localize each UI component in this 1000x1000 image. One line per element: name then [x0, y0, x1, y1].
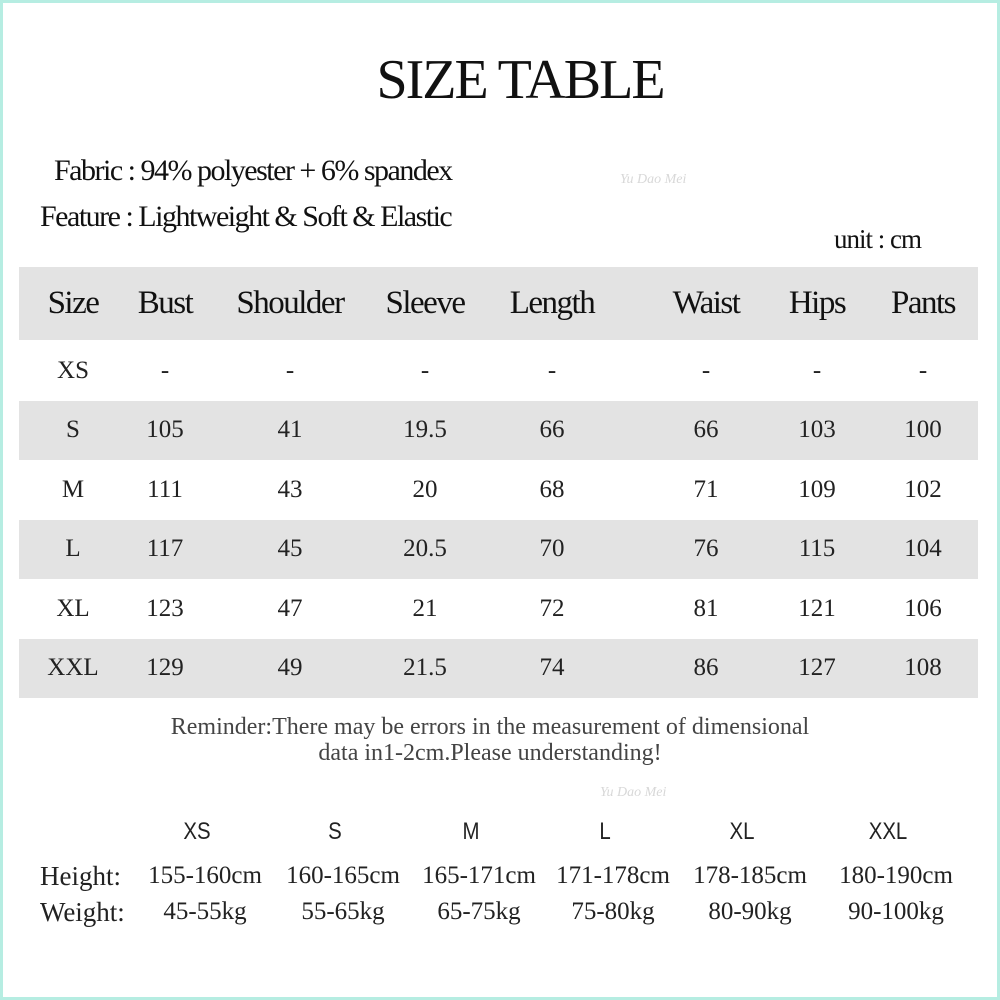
column-header: Hips [788, 285, 847, 321]
table-cell: XXL [47, 654, 99, 681]
page-title: SIZE TABLE [376, 49, 665, 111]
table-cell: 106 [904, 594, 942, 622]
table-cell: L [65, 535, 81, 562]
height-range: 155-160cm [148, 862, 262, 889]
table-cell: 72 [539, 594, 565, 622]
weight-range: 75-80kg [571, 898, 655, 925]
weight-label: Weight: [40, 897, 125, 927]
table-cell: - [812, 356, 822, 384]
table-cell: 68 [539, 475, 565, 503]
size-label: XXL [868, 818, 908, 845]
table-cell: - [285, 356, 295, 384]
column-header: Bust [137, 285, 194, 321]
table-cell: 71 [693, 475, 719, 503]
unit-label: unit : cm [834, 224, 922, 254]
size-label: XL [729, 818, 755, 845]
table-cell: 115 [798, 535, 836, 562]
table-row: XL 123 47 21 72 81 121 106 [19, 579, 978, 638]
table-cell: 86 [693, 654, 719, 681]
height-range: 160-165cm [286, 862, 400, 889]
table-row: M 111 43 20 68 71 109 102 [19, 460, 978, 519]
table-cell: - [701, 356, 711, 384]
column-header: Waist [672, 285, 741, 321]
weight-range: 90-100kg [848, 898, 944, 925]
table-cell: - [547, 356, 557, 384]
table-row: S 105 41 19.5 66 66 103 100 [19, 400, 978, 460]
table-cell: 123 [146, 594, 184, 622]
table-cell: - [420, 356, 430, 384]
table-cell: 49 [277, 654, 303, 681]
table-cell: 127 [798, 654, 836, 681]
size-label: XS [183, 818, 211, 845]
table-cell: 43 [277, 475, 303, 503]
table-cell: 41 [277, 416, 303, 443]
table-cell: 105 [146, 416, 184, 443]
table-cell: 102 [904, 475, 942, 503]
watermark: Yu Dao Mei [620, 172, 687, 187]
table-cell: XL [56, 594, 90, 622]
column-header: Length [509, 285, 596, 321]
size-label: S [328, 818, 342, 845]
table-cell: 81 [693, 594, 719, 622]
table-row: L 117 45 20.5 70 76 115 104 [19, 519, 978, 579]
table-cell: 20.5 [403, 535, 447, 562]
reminder-line-1: Reminder:There may be errors in the meas… [170, 714, 810, 740]
table-cell: 129 [146, 654, 184, 681]
table-cell: 76 [693, 535, 719, 562]
table-row: XXL 129 49 21.5 74 86 127 108 [19, 638, 978, 698]
height-range: 178-185cm [693, 862, 807, 889]
table-cell: 19.5 [403, 416, 447, 443]
weight-range: 45-55kg [163, 898, 247, 925]
table-cell: 74 [539, 654, 565, 681]
weight-range: 80-90kg [708, 898, 792, 925]
table-cell: 45 [277, 535, 303, 562]
table-cell: 66 [539, 416, 565, 443]
reminder-line-2: data in1-2cm.Please understanding! [318, 740, 662, 766]
table-cell: 121 [798, 594, 836, 622]
size-label: L [599, 818, 611, 845]
column-header: Sleeve [385, 285, 466, 321]
column-header: Pants [890, 285, 957, 321]
table-header-row: Size Bust Shoulder Sleeve Length Waist Hips Pan… [19, 267, 978, 340]
watermark: Yu Dao Mei [600, 785, 667, 800]
table-cell: 111 [147, 475, 183, 503]
table-cell: S [66, 416, 80, 443]
height-label: Height: [40, 861, 121, 891]
fabric-info: Fabric : 94% polyester + 6% spandex [54, 154, 453, 187]
height-range: 171-178cm [556, 862, 670, 889]
table-cell: 103 [798, 416, 836, 443]
table-cell: 66 [693, 416, 719, 443]
table-cell: 21.5 [403, 654, 447, 681]
reminder-note: Reminder:There may be errors in the meas… [0, 714, 980, 766]
table-cell: 47 [277, 594, 303, 622]
table-cell: 109 [798, 475, 836, 503]
table-cell: 70 [539, 535, 565, 562]
table-cell: 104 [904, 535, 942, 562]
table-cell: 20 [412, 475, 438, 503]
table-cell: 117 [146, 535, 184, 562]
column-header: Size [47, 285, 100, 321]
table-cell: - [160, 356, 170, 384]
height-range: 180-190cm [839, 862, 953, 889]
weight-range: 55-65kg [301, 898, 385, 925]
table-cell: - [918, 356, 928, 384]
size-label: M [462, 818, 480, 845]
feature-info: Feature : Lightweight & Soft & Elastic [40, 200, 453, 233]
table-cell: M [61, 475, 85, 503]
table-cell: 108 [904, 654, 942, 681]
height-range: 165-171cm [422, 862, 536, 889]
table-cell: 21 [412, 594, 438, 622]
table-cell: XS [57, 356, 89, 384]
column-header: Shoulder [236, 285, 345, 321]
table-row: XS - - - - - - - [19, 341, 978, 400]
weight-range: 65-75kg [437, 898, 521, 925]
table-cell: 100 [904, 416, 942, 443]
